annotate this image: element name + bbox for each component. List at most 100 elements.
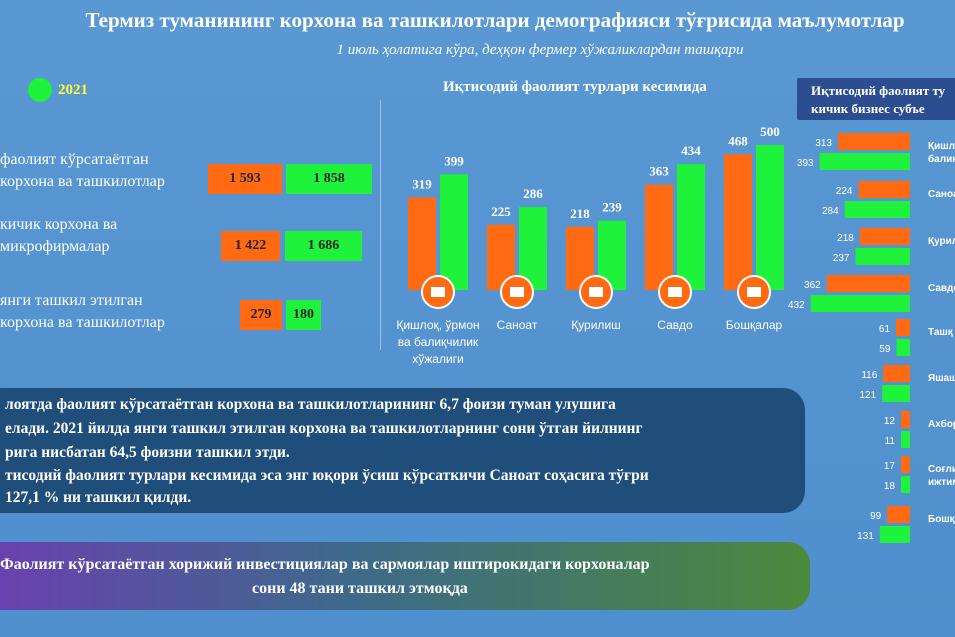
icon-glyph — [668, 287, 682, 297]
bar-value-label: 363 — [649, 164, 669, 179]
hbar — [859, 228, 910, 245]
metric-value-2021: 1 858 — [286, 164, 372, 194]
category-label: Савдо — [657, 318, 693, 332]
bar-value-label: 239 — [602, 200, 622, 215]
category-label: Бошқалар — [726, 318, 783, 332]
hbar-value-label: 12 — [884, 416, 896, 427]
hbar — [882, 385, 910, 402]
hbar-value-label: 432 — [788, 300, 805, 311]
legend-item-2021: 2021 — [28, 78, 88, 102]
hbar — [810, 295, 910, 312]
icon-glyph — [747, 287, 761, 297]
bar-value-label: 468 — [728, 133, 748, 148]
hbar-category-label: Соғли — [928, 464, 955, 475]
category-label: Қишлоқ, ўрмон — [396, 318, 479, 332]
hbar — [858, 181, 910, 198]
hbar-value-label: 131 — [857, 531, 874, 542]
hbar-value-label: 313 — [815, 138, 832, 149]
hbar-value-label: 59 — [879, 344, 891, 355]
hbar-value-label: 61 — [879, 324, 891, 335]
bar — [519, 207, 547, 290]
hbar — [887, 506, 910, 523]
metric-label: кичик корхона ва микрофирмалар — [0, 214, 117, 258]
hbar-value-label: 237 — [833, 253, 850, 264]
hbar-value-label: 224 — [836, 186, 853, 197]
info-line: тисодий фаолият турлари кесимида эса энг… — [5, 467, 649, 484]
metric-value-2021: 1 686 — [285, 231, 362, 261]
hbar-category-label: Саноат — [928, 189, 955, 200]
metric-label-line: корхона ва ташкилотлар — [0, 314, 165, 331]
bar-value-label: 399 — [444, 153, 464, 168]
hbar — [901, 476, 910, 493]
hbar-category-label: балиқ — [928, 153, 955, 165]
info-line: 127,1 % ни ташкил қилди. — [5, 489, 192, 506]
bar — [645, 184, 673, 290]
right-chart-title-line: Иқтисодий фаолият ту — [811, 83, 946, 98]
icon-glyph — [589, 287, 603, 297]
info-panel: лоятда фаолият кўрсатаётган корхона ва т… — [0, 388, 805, 513]
hbar-category-label: ижтим — [928, 477, 955, 488]
hbar — [819, 153, 910, 170]
hbar-value-label: 99 — [870, 511, 882, 522]
hbar-value-label: 18 — [884, 481, 896, 492]
hbar-category-label: Бошқ — [928, 514, 955, 525]
hbar — [883, 365, 910, 382]
hbar-category-label: Яшаш — [928, 373, 955, 384]
hbar-value-label: 393 — [797, 158, 814, 169]
metric-label-line: фаолият кўрсатаётган — [0, 151, 149, 168]
highlight-line: сони 48 тани ташкил этмоқда — [252, 580, 468, 597]
metric-label-line: корхона ва ташкилотлар — [0, 173, 165, 190]
hbar-value-label: 284 — [822, 206, 839, 217]
bar-value-label: 500 — [760, 124, 780, 139]
category-label: Қурилиш — [571, 318, 621, 332]
legend-label-2021: 2021 — [58, 81, 88, 98]
legend-swatch-2021 — [28, 78, 52, 102]
bar-value-label: 225 — [491, 204, 511, 219]
hbar — [901, 456, 910, 473]
hbar — [895, 319, 910, 336]
bar — [724, 154, 752, 290]
hbar — [855, 248, 910, 265]
hbar — [879, 526, 910, 543]
hbar — [901, 411, 910, 428]
metric-label-line: янги ташкил этилган — [0, 292, 143, 309]
bar-value-label: 286 — [523, 186, 543, 201]
hbar — [844, 201, 910, 218]
chart-title: Иқтисодий фаолият турлари кесимида — [443, 79, 707, 95]
info-line: елади. 2021 йилда янги ташкил этилган ко… — [5, 420, 643, 437]
metric-value-2021: 180 — [286, 300, 321, 330]
icon-glyph — [431, 287, 445, 297]
metric-label: фаолият кўрсатаётган корхона ва ташкилот… — [0, 149, 165, 193]
bar-value-label: 434 — [681, 143, 701, 158]
page-subtitle: 1 июль ҳолатига кўра, деҳқон фермер хўжа… — [336, 42, 744, 58]
hbar — [826, 275, 910, 292]
category-label: Саноат — [497, 318, 538, 332]
hbar — [838, 133, 910, 150]
hbar-value-label: 362 — [804, 280, 821, 291]
page-title: Термиз туманининг корхона ва ташкилотлар… — [85, 8, 905, 32]
hbar-category-label: Қурил — [928, 236, 955, 247]
hbar — [896, 339, 910, 356]
highlight-line: Фаолият кўрсатаётган хорижий инвестициял… — [0, 556, 650, 573]
hbar-category-label: Ахбор — [928, 418, 955, 430]
icon-glyph — [510, 287, 524, 297]
metric-value-2020: 1 422 — [221, 231, 280, 261]
hbar-value-label: 121 — [859, 390, 876, 401]
info-line: рига нисбатан 64,5 фоизни ташкил этди. — [5, 444, 290, 461]
hbar-value-label: 17 — [884, 461, 896, 472]
bar-value-label: 319 — [412, 176, 432, 191]
bar — [440, 174, 468, 290]
highlight-panel: Фаолият кўрсатаётган хорижий инвестициял… — [0, 542, 810, 610]
bar — [408, 197, 436, 290]
bar — [756, 145, 784, 290]
activity-bar-chart: 319 399 Қишлоқ, ўрмон ва балиқчилик хўжалиги… — [396, 124, 784, 366]
bar — [677, 164, 705, 290]
hbar-value-label: 116 — [861, 370, 877, 381]
bar-value-label: 218 — [570, 206, 590, 221]
metric-label-line: кичик корхона ва — [0, 216, 118, 233]
hbar-value-label: 218 — [837, 233, 854, 244]
hbar-category-label: Ташқ — [928, 327, 953, 338]
metric-value-2020: 279 — [240, 300, 282, 330]
info-line: лоятда фаолият кўрсатаётган корхона ва т… — [5, 396, 616, 413]
hbar-value-label: 11 — [885, 436, 896, 447]
